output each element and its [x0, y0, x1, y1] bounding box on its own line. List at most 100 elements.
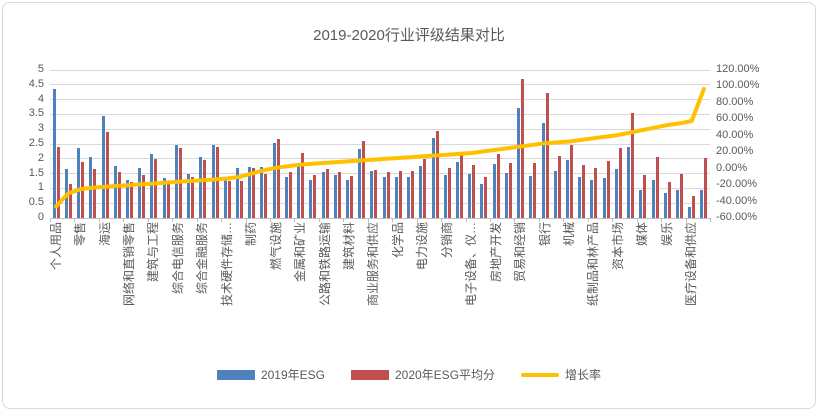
bar-2020-esg[interactable]	[484, 177, 488, 218]
bar-2020-esg[interactable]	[313, 175, 317, 218]
bar-2020-esg[interactable]	[582, 164, 586, 218]
bar-2020-esg[interactable]	[117, 172, 121, 218]
bar-2020-esg[interactable]	[325, 169, 329, 218]
bar-2020-esg[interactable]	[545, 93, 549, 218]
bar-2019-esg[interactable]	[101, 115, 105, 218]
bar-2020-esg[interactable]	[398, 170, 402, 218]
bar-2019-esg[interactable]	[590, 179, 594, 218]
bar-2019-esg[interactable]	[407, 176, 411, 218]
bar-2019-esg[interactable]	[517, 108, 521, 218]
bar-2019-esg[interactable]	[639, 189, 643, 218]
bar-2020-esg[interactable]	[129, 182, 133, 218]
bar-2019-esg[interactable]	[333, 175, 337, 218]
bar-2020-esg[interactable]	[154, 158, 158, 218]
bar-2020-esg[interactable]	[386, 172, 390, 218]
bar-2019-esg[interactable]	[309, 179, 313, 218]
bar-2019-esg[interactable]	[541, 122, 545, 218]
bar-2019-esg[interactable]	[627, 147, 631, 218]
bar-2020-esg[interactable]	[521, 79, 525, 218]
bar-2019-esg[interactable]	[223, 179, 227, 218]
bar-2019-esg[interactable]	[651, 180, 655, 218]
bar-2020-esg[interactable]	[166, 181, 170, 218]
bar-2019-esg[interactable]	[52, 89, 56, 218]
bar-2020-esg[interactable]	[301, 153, 305, 218]
bar-2019-esg[interactable]	[602, 178, 606, 218]
bar-2019-esg[interactable]	[504, 173, 508, 218]
bar-2020-esg[interactable]	[618, 148, 622, 218]
bar-2020-esg[interactable]	[423, 158, 427, 218]
bar-2019-esg[interactable]	[529, 175, 533, 218]
bar-2020-esg[interactable]	[667, 181, 671, 218]
bar-2020-esg[interactable]	[435, 130, 439, 218]
bar-2020-esg[interactable]	[533, 163, 537, 218]
bar-2020-esg[interactable]	[203, 160, 207, 218]
growth-line[interactable]	[50, 70, 710, 218]
bar-2019-esg[interactable]	[565, 160, 569, 218]
bar-2020-esg[interactable]	[459, 152, 463, 218]
bar-2020-esg[interactable]	[349, 175, 353, 218]
bar-2019-esg[interactable]	[480, 183, 484, 218]
bar-2019-esg[interactable]	[125, 179, 129, 218]
bar-2019-esg[interactable]	[553, 170, 557, 218]
bar-2019-esg[interactable]	[688, 206, 692, 218]
bar-2020-esg[interactable]	[93, 169, 97, 218]
bar-2019-esg[interactable]	[248, 166, 252, 218]
bar-2020-esg[interactable]	[679, 174, 683, 218]
bar-2020-esg[interactable]	[508, 162, 512, 218]
bar-2019-esg[interactable]	[431, 138, 435, 218]
bar-2019-esg[interactable]	[675, 189, 679, 218]
bar-2020-esg[interactable]	[288, 172, 292, 218]
bar-2019-esg[interactable]	[284, 176, 288, 218]
bar-2019-esg[interactable]	[345, 180, 349, 218]
bar-2020-esg[interactable]	[276, 138, 280, 218]
bar-2019-esg[interactable]	[578, 176, 582, 218]
bar-2019-esg[interactable]	[419, 166, 423, 218]
bar-2020-esg[interactable]	[594, 167, 598, 218]
bar-2020-esg[interactable]	[56, 146, 60, 218]
legend-item-2020-esg[interactable]: 2020年ESG平均分	[350, 366, 495, 383]
bar-2019-esg[interactable]	[700, 189, 704, 218]
bar-2020-esg[interactable]	[606, 160, 610, 218]
bar-2020-esg[interactable]	[704, 158, 708, 218]
bar-2019-esg[interactable]	[455, 161, 459, 218]
bar-2019-esg[interactable]	[394, 177, 398, 218]
bar-2019-esg[interactable]	[211, 145, 215, 218]
bar-2019-esg[interactable]	[199, 157, 203, 218]
bar-2020-esg[interactable]	[411, 170, 415, 218]
bar-2020-esg[interactable]	[142, 175, 146, 218]
bar-2020-esg[interactable]	[362, 141, 366, 218]
bar-2019-esg[interactable]	[272, 143, 276, 218]
bar-2020-esg[interactable]	[227, 181, 231, 218]
bar-2019-esg[interactable]	[235, 167, 239, 218]
bar-2019-esg[interactable]	[187, 173, 191, 218]
bar-2020-esg[interactable]	[374, 170, 378, 218]
bar-2020-esg[interactable]	[631, 113, 635, 218]
bar-2019-esg[interactable]	[663, 193, 667, 218]
bar-2019-esg[interactable]	[443, 175, 447, 218]
legend-item-growth-rate[interactable]: 增长率	[521, 366, 601, 383]
bar-2019-esg[interactable]	[382, 176, 386, 218]
bar-2019-esg[interactable]	[77, 148, 81, 218]
bar-2020-esg[interactable]	[105, 132, 109, 218]
bar-2020-esg[interactable]	[252, 167, 256, 218]
bar-2020-esg[interactable]	[447, 167, 451, 218]
bar-2019-esg[interactable]	[321, 172, 325, 218]
bar-2019-esg[interactable]	[492, 164, 496, 218]
legend-item-2019-esg[interactable]: 2019年ESG	[216, 366, 325, 383]
bar-2020-esg[interactable]	[239, 180, 243, 218]
bar-2020-esg[interactable]	[68, 183, 72, 218]
bar-2020-esg[interactable]	[569, 145, 573, 218]
bar-2020-esg[interactable]	[655, 156, 659, 218]
bar-2019-esg[interactable]	[468, 173, 472, 218]
bar-2020-esg[interactable]	[215, 146, 219, 218]
bar-2019-esg[interactable]	[370, 170, 374, 218]
bar-2019-esg[interactable]	[162, 178, 166, 218]
bar-2020-esg[interactable]	[472, 164, 476, 218]
bar-2020-esg[interactable]	[643, 175, 647, 218]
bar-2020-esg[interactable]	[191, 176, 195, 218]
bar-2020-esg[interactable]	[557, 155, 561, 218]
bar-2019-esg[interactable]	[113, 166, 117, 218]
bar-2020-esg[interactable]	[496, 154, 500, 218]
bar-2019-esg[interactable]	[297, 163, 301, 218]
bar-2019-esg[interactable]	[150, 154, 154, 218]
